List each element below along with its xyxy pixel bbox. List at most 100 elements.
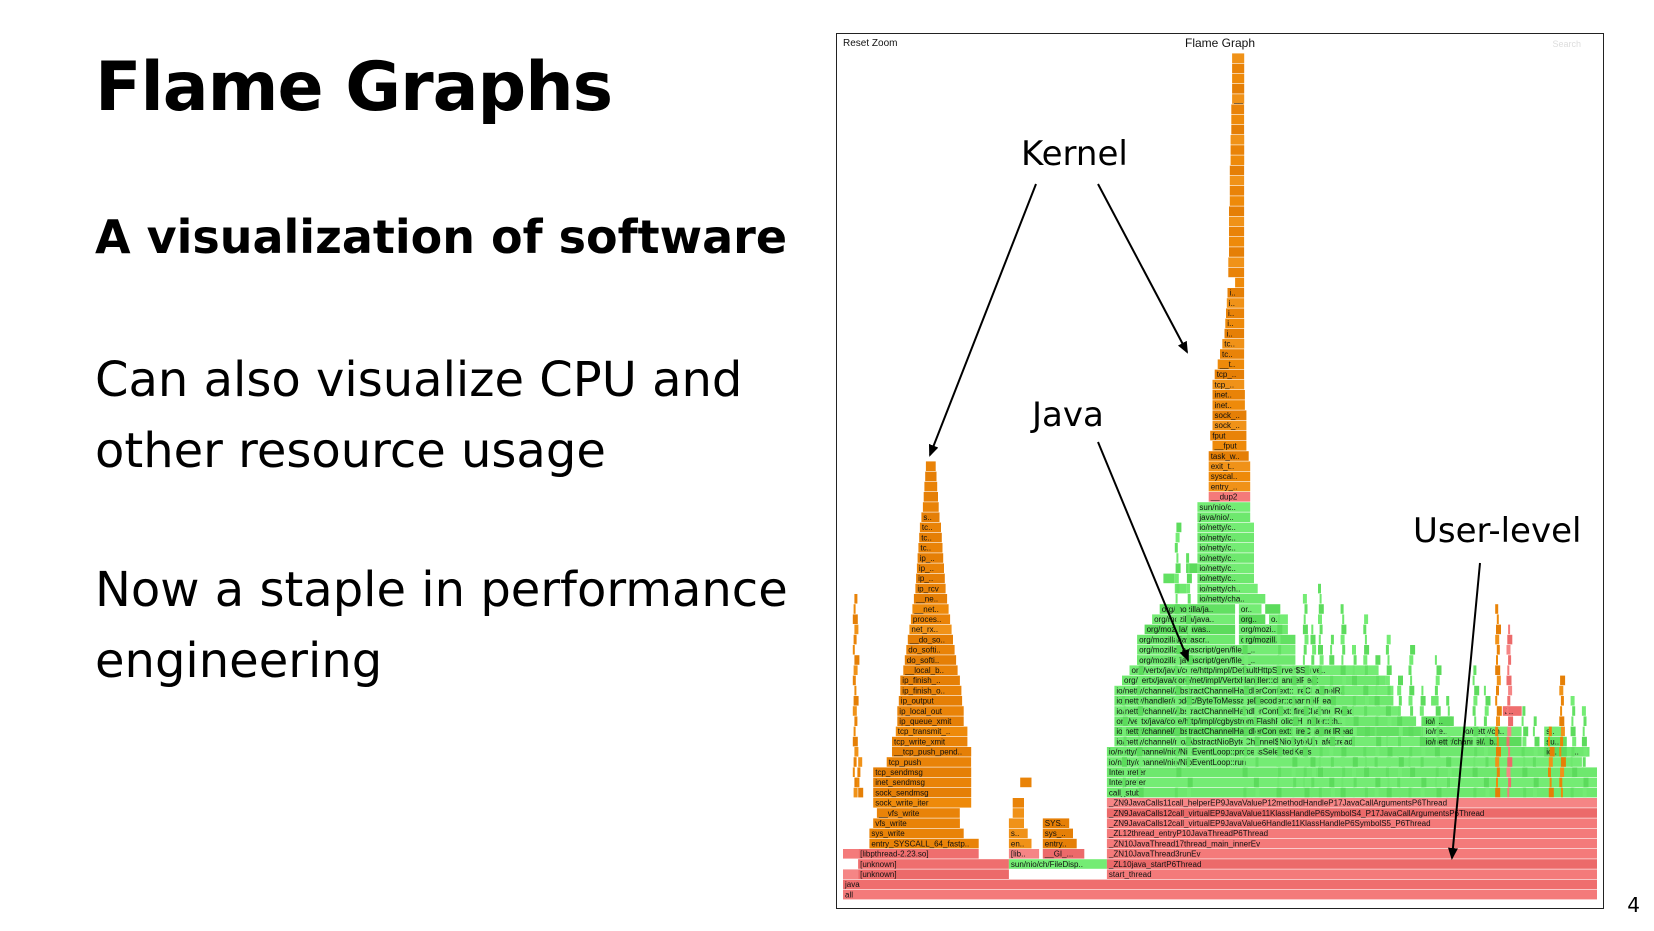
flame-frame-rect[interactable] [1387,777,1390,788]
flame-frame[interactable]: org/mozilla/java.. [1152,614,1235,624]
flame-frame-rect[interactable] [900,685,962,696]
flame-frame-rect[interactable] [1572,767,1578,777]
flame-frame-rect[interactable] [853,787,858,798]
flame-frame[interactable] [1163,573,1175,584]
flame-frame[interactable]: io/netty/ch.. [1461,726,1522,737]
flame-frame-rect[interactable] [1277,685,1281,696]
flame-frame-rect[interactable] [1496,614,1499,624]
flame-frame-rect[interactable] [1409,716,1412,726]
flame-frame-rect[interactable] [1122,787,1124,798]
flame-frame-rect[interactable] [1435,767,1439,777]
flame-frame-rect[interactable] [1364,767,1370,777]
flame-frame-rect[interactable] [1254,675,1258,686]
flame-frame-rect[interactable] [1292,665,1295,675]
flame-frame-rect[interactable] [1522,767,1528,777]
flame-frame-rect[interactable] [1385,675,1390,686]
flame-frame-rect[interactable] [1364,696,1369,706]
flame-frame-rect[interactable] [1292,696,1296,706]
flame-frame-rect[interactable] [1174,665,1178,675]
flame-frame[interactable]: __local_b.. [903,665,958,675]
flame-frame-rect[interactable] [1340,604,1344,614]
flame-frame-rect[interactable] [1485,696,1491,706]
flame-frame-rect[interactable] [858,859,1009,869]
flame-frame-rect[interactable] [1302,594,1307,604]
flame-frame-rect[interactable] [1560,726,1565,737]
flame-frame-rect[interactable] [1319,594,1322,604]
flame-frame-rect[interactable] [1238,634,1296,645]
flame-frame-rect[interactable] [1311,655,1315,665]
flame-frame-rect[interactable] [1304,696,1307,706]
flame-frame-rect[interactable] [854,655,860,665]
flame-frame-rect[interactable] [1523,726,1529,737]
flame-frame-rect[interactable] [1496,624,1501,635]
flame-frame-rect[interactable] [1304,787,1310,798]
flame-frame-rect[interactable] [1363,777,1368,788]
flame-frame-rect[interactable] [1364,726,1370,737]
flame-frame[interactable]: sun/nio/c.. [1197,502,1251,512]
flame-frame-rect[interactable] [1485,726,1488,737]
flame-frame-rect[interactable] [1187,624,1192,635]
flame-frame-rect[interactable] [1506,706,1509,716]
flame-frame-rect[interactable] [1472,706,1476,716]
flame-frame-rect[interactable] [1398,696,1402,706]
flame-frame[interactable]: tcp_write_xmit [892,736,968,747]
flame-frame-rect[interactable] [1385,736,1388,747]
flame-frame-rect[interactable] [1176,553,1179,563]
flame-frame-rect[interactable] [1582,757,1586,767]
flame-frame-rect[interactable] [1310,634,1316,645]
flame-frame[interactable] [1186,563,1198,573]
flame-frame-rect[interactable] [1461,726,1522,737]
flame-frame-rect[interactable] [1229,196,1245,206]
flame-frame-rect[interactable] [1310,696,1314,706]
flame-frame-rect[interactable] [843,869,859,879]
flame-frame-rect[interactable] [1138,696,1141,706]
flame-frame-rect[interactable] [1386,757,1391,767]
flame-frame-rect[interactable] [1495,665,1501,675]
flame-frame-rect[interactable] [1532,726,1535,737]
flame-frame[interactable]: call_stub [1106,787,1597,798]
flame-frame-rect[interactable] [1352,645,1356,655]
flame-frame-rect[interactable] [1230,155,1245,165]
flame-frame-rect[interactable] [1559,716,1565,726]
flame-frame-rect[interactable] [1560,757,1566,767]
flame-frame-rect[interactable] [852,614,858,624]
flame-frame-rect[interactable] [1318,736,1322,747]
flame-frame[interactable]: tcp_sendmsg [873,767,972,777]
flame-frame[interactable]: [unknown] [858,869,1009,879]
flame-frame-rect[interactable] [1496,767,1500,777]
flame-frame-rect[interactable] [1364,736,1369,747]
flame-frame[interactable]: java [843,879,1597,890]
flame-frame[interactable]: org/mozilla/ja.. [1159,604,1236,614]
flame-frame-rect[interactable] [1523,757,1526,767]
flame-frame[interactable]: sys_write [869,828,964,839]
flame-frame-rect[interactable] [852,675,856,686]
flame-frame-rect[interactable] [916,563,944,573]
flame-frame[interactable]: entry_SYSCALL_64_fastp.. [869,838,979,849]
flame-frame[interactable]: io/netty/c.. [1197,543,1254,553]
flame-frame-rect[interactable] [1217,359,1245,369]
flame-frame-rect[interactable] [1122,747,1125,757]
flame-frame-rect[interactable] [1474,747,1478,757]
flame-frame-rect[interactable] [1352,665,1355,675]
flame-frame-rect[interactable] [1186,767,1189,777]
flame-frame-rect[interactable] [1533,777,1539,788]
flame-frame-rect[interactable] [1228,267,1245,278]
flame-frame-rect[interactable] [1560,767,1565,777]
flame-frame[interactable]: do_softi.. [904,655,957,665]
flame-frame-rect[interactable] [1212,400,1245,410]
flame-frame-rect[interactable] [1229,247,1245,257]
flame-frame-rect[interactable] [912,604,949,614]
flame-frame-rect[interactable] [1232,73,1245,84]
flame-frame-rect[interactable] [1230,135,1245,145]
flame-frame-rect[interactable] [1583,716,1587,726]
flame-frame-rect[interactable] [1042,828,1073,839]
flame-frame-rect[interactable] [1386,787,1392,798]
flame-frame-rect[interactable] [1472,736,1477,747]
flame-frame-rect[interactable] [1175,594,1178,604]
flame-frame-rect[interactable] [1176,522,1182,533]
flame-frame-rect[interactable] [1434,716,1439,726]
flame-frame[interactable]: en.. [1008,838,1032,849]
flame-frame-rect[interactable] [1242,675,1245,686]
flame-frame-rect[interactable] [1421,716,1425,726]
flame-frame-rect[interactable] [1293,716,1299,726]
